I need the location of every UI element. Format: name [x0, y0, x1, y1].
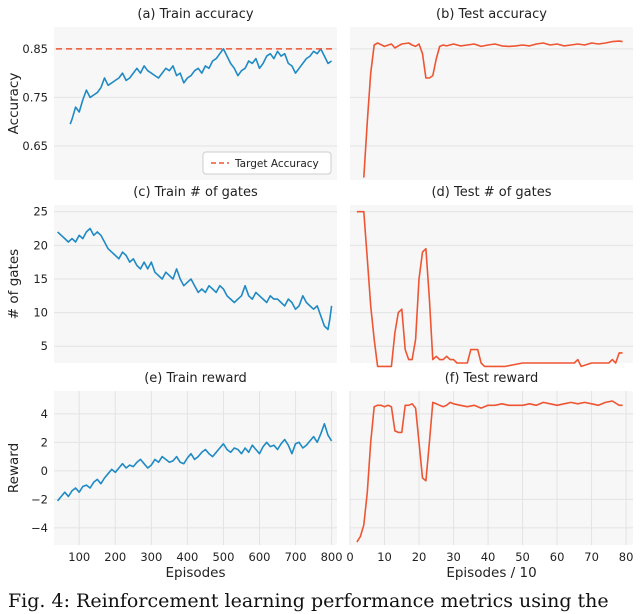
chart-5-title: (e) Train reward — [144, 371, 247, 386]
chart-6-series-line — [356, 400, 623, 543]
chart-6-xlabel: Episodes / 10 — [446, 565, 536, 581]
chart-5-xtick-label: 800 — [321, 550, 343, 564]
chart-5-ylabel: Reward — [6, 443, 22, 493]
chart-6-xtick-label: 0 — [346, 550, 353, 564]
chart-3-ytick-label: 15 — [33, 272, 48, 286]
chart-5-xtick-label: 600 — [249, 550, 271, 564]
chart-5-xtick-label: 200 — [104, 550, 126, 564]
chart-3-ylabel: # of gates — [6, 249, 22, 319]
chart-3-title: (c) Train # of gates — [133, 185, 258, 200]
chart-6-xtick-label: 40 — [481, 550, 496, 564]
chart-1-ylabel: Accuracy — [6, 73, 22, 135]
chart-3-plot-area — [54, 205, 337, 363]
chart-3-ytick-label: 25 — [33, 205, 48, 219]
chart-5-xtick-label: 700 — [285, 550, 307, 564]
chart-1-ytick-label: 0.65 — [22, 139, 48, 153]
chart-5-xlabel: Episodes — [165, 565, 225, 581]
chart-3-ytick-label: 5 — [41, 339, 48, 353]
chart-5-ytick-label: 2 — [41, 435, 48, 449]
chart-5-ytick-label: 4 — [41, 407, 48, 421]
chart-5-ytick-label: −4 — [31, 521, 48, 535]
chart-1-title: (a) Train accuracy — [137, 7, 254, 22]
figure-caption: Fig. 4: Reinforcement learning performan… — [8, 590, 609, 612]
chart-6-title: (f) Test reward — [445, 371, 539, 386]
chart-6-xtick-label: 30 — [446, 550, 461, 564]
chart-6-plot-area — [350, 391, 633, 545]
chart-6-xtick-label: 50 — [515, 550, 530, 564]
chart-1-legend — [202, 151, 332, 175]
chart-5-xtick-label: 400 — [176, 550, 198, 564]
chart-5-plot-area — [54, 391, 337, 545]
chart-3-ytick-label: 10 — [33, 306, 48, 320]
chart-2-series-line — [363, 40, 623, 178]
chart-3-series-line — [57, 227, 333, 331]
chart-5-ytick-label: 0 — [41, 464, 48, 478]
chart-5-series-line — [56, 422, 333, 502]
chart-2-title: (b) Test accuracy — [436, 7, 547, 22]
chart-6-xtick-label: 60 — [550, 550, 565, 564]
chart-2-plot-area — [350, 27, 633, 180]
chart-5-xtick-label: 300 — [140, 550, 162, 564]
chart-6-xtick-label: 10 — [377, 550, 392, 564]
chart-1-series-line — [69, 48, 333, 125]
chart-1-ytick-label: 0.85 — [22, 42, 48, 56]
chart-4-title: (d) Test # of gates — [431, 185, 551, 200]
chart-1-legend-label: Target Accuracy — [234, 158, 319, 170]
chart-5-xtick-label: 500 — [212, 550, 234, 564]
chart-5-ytick-label: −2 — [31, 492, 48, 506]
chart-6-xtick-label: 80 — [619, 550, 634, 564]
chart-6-xtick-label: 20 — [412, 550, 427, 564]
chart-4-series-line — [356, 210, 623, 368]
chart-6-xtick-label: 70 — [584, 550, 599, 564]
chart-5-xtick-label: 100 — [68, 550, 90, 564]
chart-4-plot-area — [350, 205, 633, 363]
chart-3-ytick-label: 20 — [33, 238, 48, 252]
chart-1-ytick-label: 0.75 — [22, 90, 48, 104]
